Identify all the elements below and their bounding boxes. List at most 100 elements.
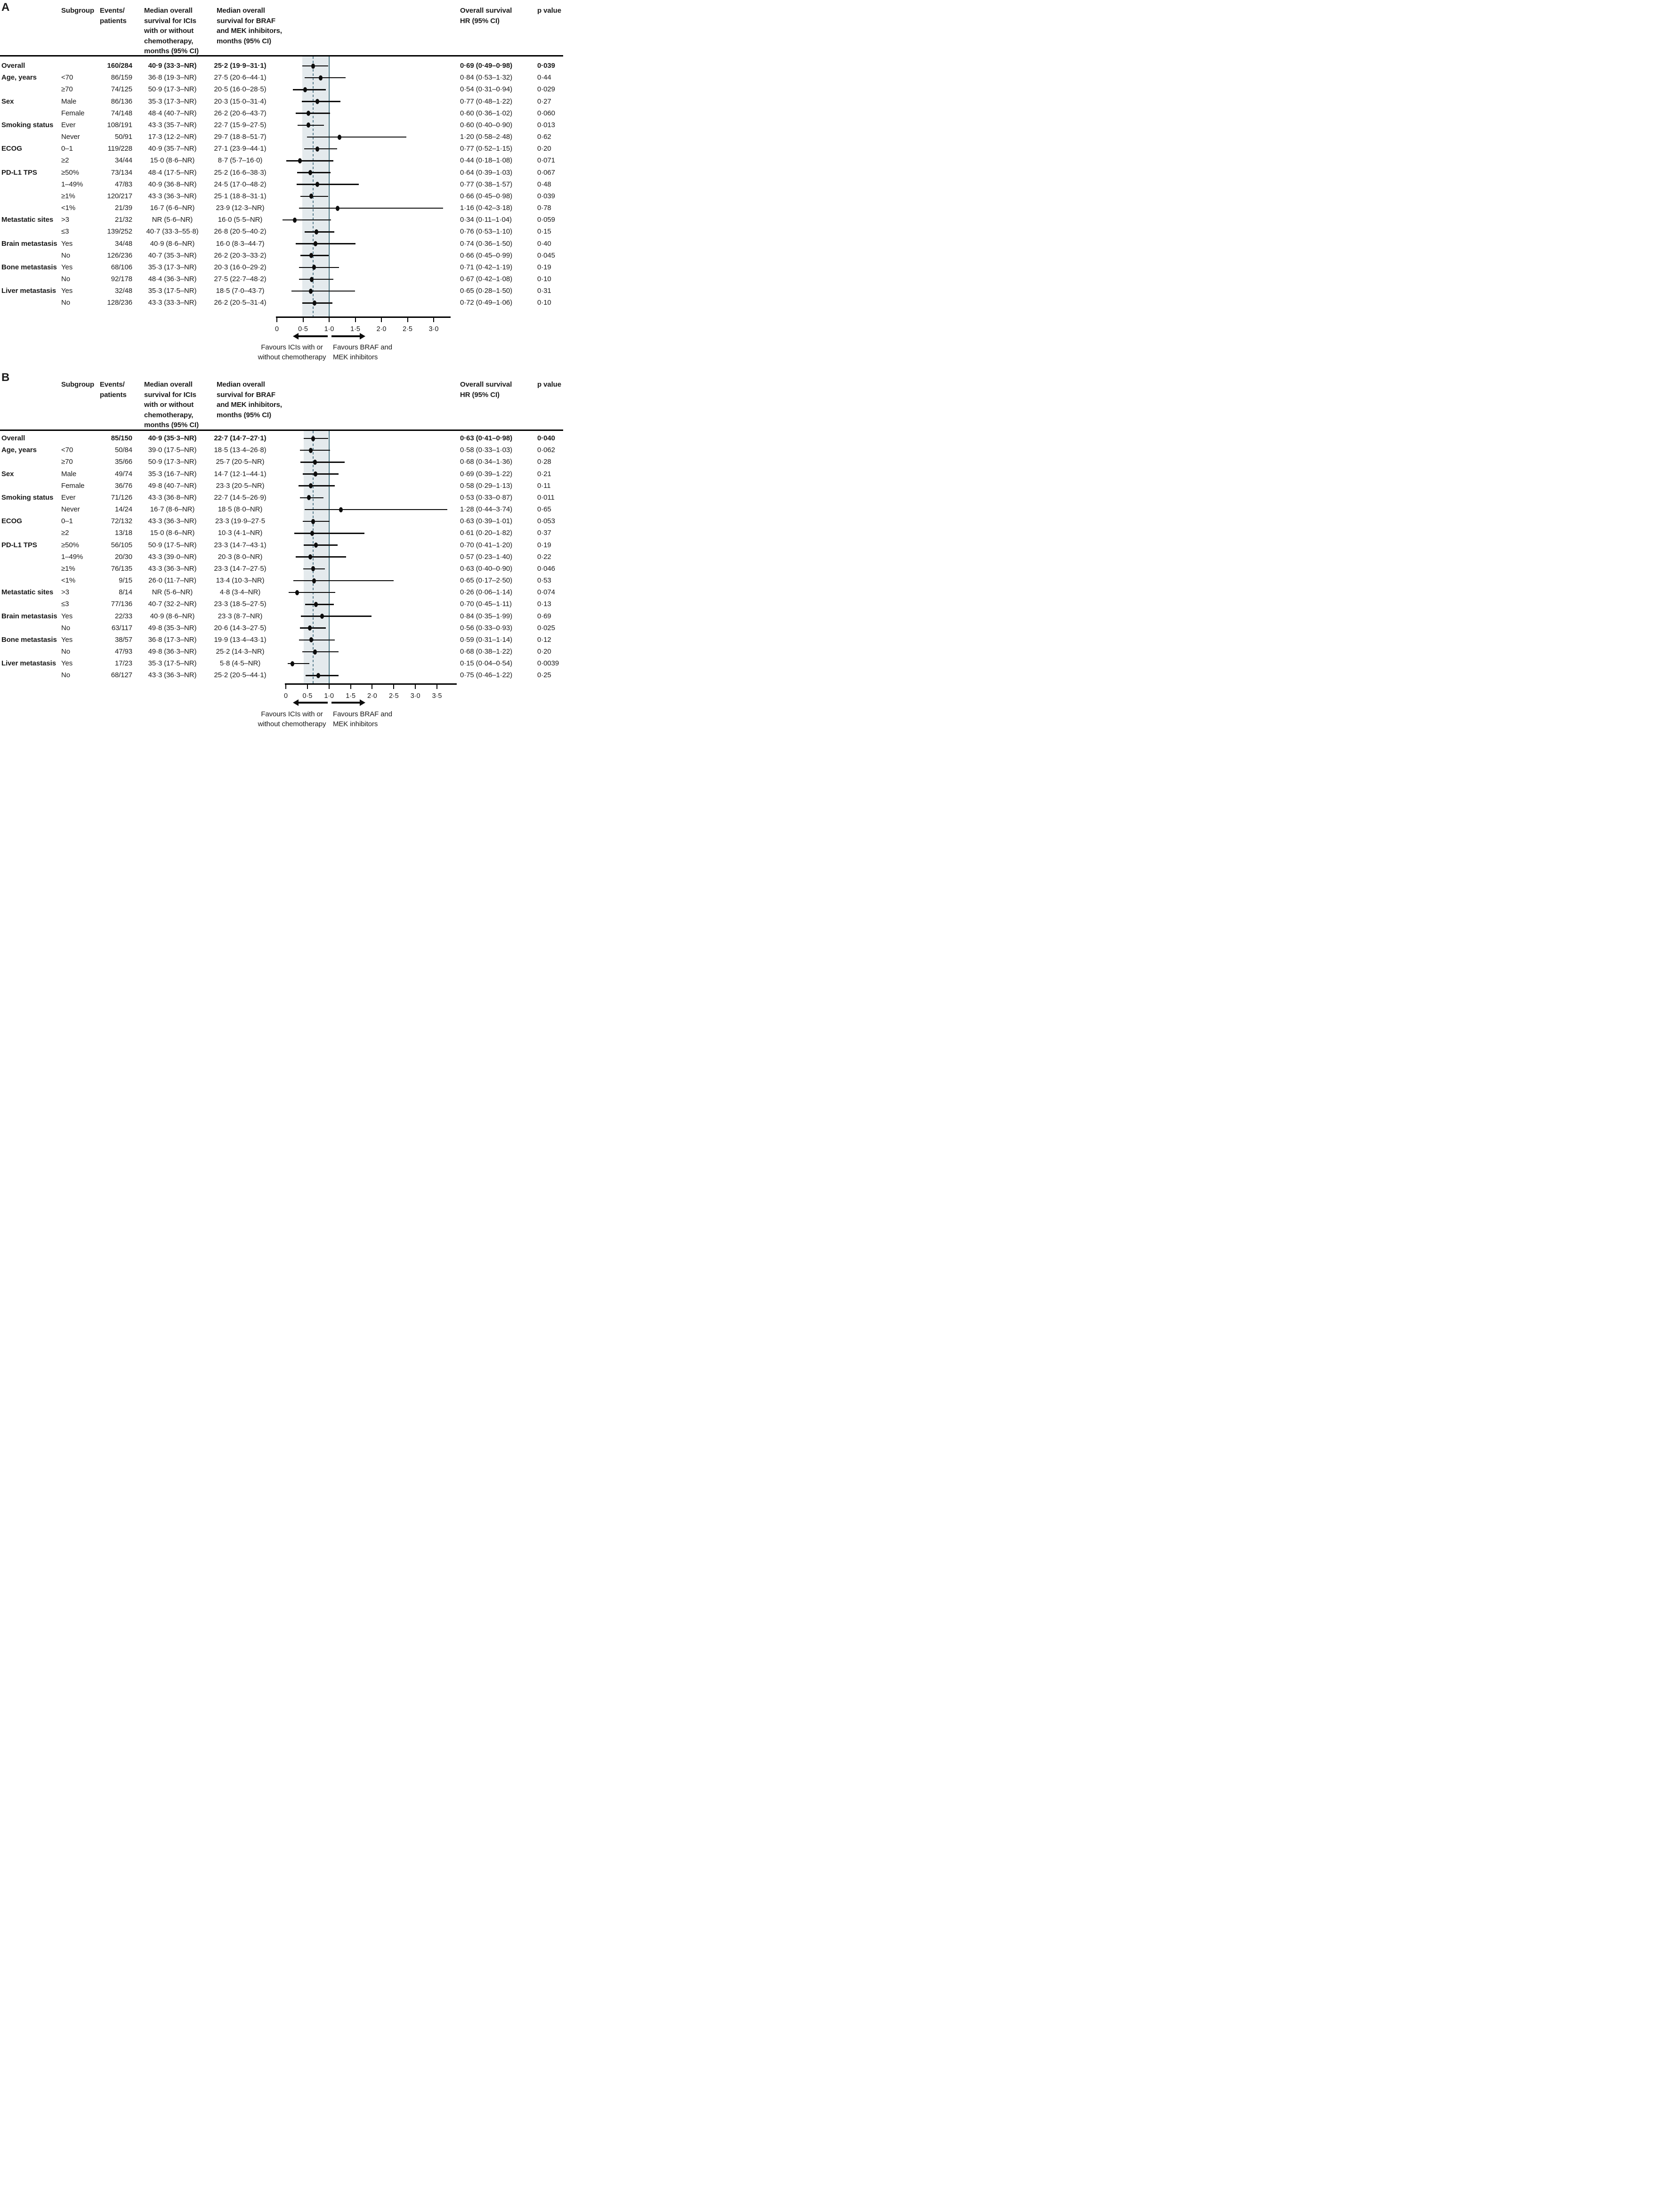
ci-line: [303, 544, 338, 546]
row-category: PD-L1 TPS: [1, 168, 37, 177]
hr-marker: [311, 519, 315, 524]
row-median-braf: 18·5 (7·0–43·7): [216, 287, 265, 295]
header-line: months (95% CI): [217, 37, 272, 45]
axis-tick: [350, 685, 351, 689]
row-median-braf: 20·5 (16·0–28·5): [214, 85, 267, 94]
axis-tick-label: 3·0: [410, 692, 420, 700]
favours-right-line2: MEK inhibitors: [333, 353, 378, 361]
row-median-ici: 35·3 (17·5–NR): [148, 287, 197, 295]
hr-marker: [309, 637, 314, 643]
axis-tick: [393, 685, 395, 689]
row-median-braf: 4·8 (3·4–NR): [219, 588, 261, 597]
ci-line: [296, 113, 331, 114]
ci-line: [304, 77, 346, 79]
row-median-ici: 36·8 (19·3–NR): [148, 73, 197, 82]
row-subgroup: Male: [61, 97, 77, 105]
hr-marker: [308, 170, 312, 175]
row-hr: 0·60 (0·40–0·90): [460, 121, 512, 129]
row-median-braf: 20·6 (14·3–27·5): [214, 624, 267, 632]
row-subgroup: >3: [61, 588, 69, 597]
row-median-braf: 25·2 (19·9–31·1): [214, 62, 267, 70]
ci-line: [302, 651, 339, 653]
row-pvalue: 0·44: [537, 73, 551, 82]
row-pvalue: 0·19: [537, 263, 551, 271]
ci-line: [300, 449, 331, 451]
row-median-ici: 15·0 (8·6–NR): [150, 529, 195, 537]
row-events: 13/18: [114, 529, 132, 537]
row-events: 38/57: [114, 635, 132, 644]
row-pvalue: 0·15: [537, 227, 551, 236]
row-events: 63/117: [111, 624, 132, 632]
row-hr: 0·72 (0·49–1·06): [460, 299, 512, 307]
panel-label: A: [1, 1, 10, 14]
row-median-ici: 50·9 (17·5–NR): [148, 541, 197, 549]
row-hr: 0·66 (0·45–0·98): [460, 192, 512, 200]
axis-tick: [355, 318, 356, 323]
header-line: Median overall: [217, 7, 265, 15]
row-hr: 0·68 (0·38–1·22): [460, 648, 512, 656]
row-hr: 0·74 (0·36–1·50): [460, 239, 512, 248]
row-events: 86/159: [111, 73, 132, 82]
hr-marker: [315, 229, 319, 235]
row-subgroup: Yes: [61, 239, 73, 248]
row-median-ici: 43·3 (36·3–NR): [148, 517, 197, 526]
row-hr: 0·77 (0·52–1·15): [460, 145, 512, 153]
hr-marker: [311, 566, 315, 572]
header-line: patients: [100, 16, 127, 25]
hr-marker: [307, 495, 311, 501]
row-pvalue: 0·013: [537, 121, 555, 129]
row-median-ici: 50·9 (17·3–NR): [148, 85, 197, 94]
row-median-braf: 16·0 (8·3–44·7): [216, 239, 265, 248]
hr-marker: [314, 601, 318, 607]
axis-tick: [436, 685, 437, 689]
col-header-pvalue: p value: [537, 381, 561, 389]
x-axis: [276, 316, 451, 318]
header-line: Overall survival: [460, 7, 512, 15]
row-category: ECOG: [1, 517, 22, 526]
row-median-braf: 26·2 (20·5–31·4): [214, 299, 267, 307]
row-events: 34/48: [114, 239, 132, 248]
ci-line: [300, 627, 326, 629]
row-median-ici: 40·9 (36·8–NR): [148, 180, 197, 188]
row-hr: 0·64 (0·39–1·03): [460, 168, 512, 177]
row-hr: 0·56 (0·33–0·93): [460, 624, 512, 632]
row-pvalue: 0·20: [537, 145, 551, 153]
row-subgroup: Never: [61, 133, 80, 141]
hr-marker: [303, 87, 307, 92]
favours-left-arrowhead-icon: [293, 699, 299, 706]
axis-tick-label: 0: [275, 325, 279, 333]
favours-left-arrow: [299, 335, 328, 337]
row-hr: 0·77 (0·38–1·57): [460, 180, 512, 188]
hr-marker: [313, 459, 317, 465]
row-category: Sex: [1, 470, 14, 478]
row-median-ici: 40·7 (33·3–55·8): [146, 227, 199, 236]
row-hr: 0·75 (0·46–1·22): [460, 671, 512, 680]
row-pvalue: 0·27: [537, 97, 551, 105]
row-events: 86/136: [111, 97, 132, 105]
ci-line: [293, 89, 326, 90]
hr-marker: [308, 625, 312, 631]
axis-tick: [285, 685, 286, 689]
row-pvalue: 0·039: [537, 192, 555, 200]
row-events: 17/23: [114, 659, 132, 668]
row-subgroup: No: [61, 648, 70, 656]
row-hr: 0·58 (0·33–1·03): [460, 446, 512, 454]
overall-ci-band: [302, 57, 328, 316]
row-median-ici: 36·8 (17·3–NR): [148, 635, 197, 644]
row-pvalue: 0·025: [537, 624, 555, 632]
x-axis: [285, 683, 457, 685]
row-pvalue: 0·059: [537, 216, 555, 224]
ci-line: [296, 556, 347, 558]
row-median-ici: 48·4 (40·7–NR): [148, 109, 197, 117]
ci-line: [291, 290, 355, 292]
ci-line: [293, 580, 394, 582]
row-median-ici: 49·8 (35·3–NR): [148, 624, 197, 632]
axis-tick: [433, 318, 434, 323]
row-category: Sex: [1, 97, 14, 105]
hr-marker: [313, 649, 317, 655]
hr-marker: [309, 253, 314, 259]
hr-marker: [306, 122, 310, 128]
row-median-ici: NR (5·6–NR): [152, 216, 193, 224]
hr-marker: [314, 543, 318, 548]
row-median-ici: 17·3 (12·2–NR): [148, 133, 197, 141]
